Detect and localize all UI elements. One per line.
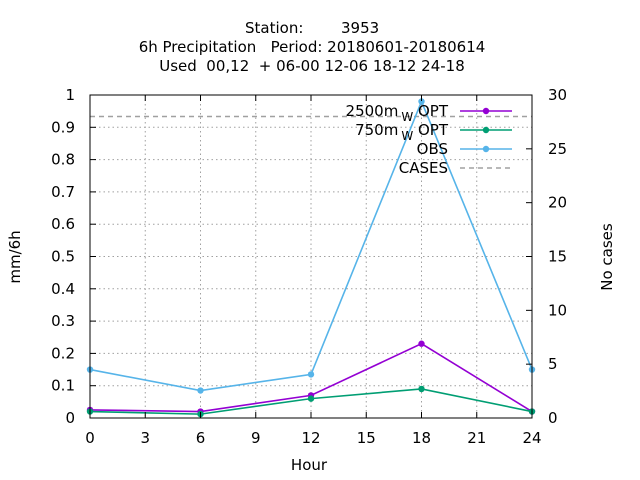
y-tick-label: 0.1 [51, 377, 75, 395]
x-tick-label: 15 [357, 429, 376, 447]
y2-axis-ticks: 0 5 10 15 20 25 30 [526, 86, 567, 427]
x-tick-label: 24 [522, 429, 541, 447]
legend-label-cases: CASES [399, 159, 448, 177]
series-point [197, 387, 204, 394]
x-tick-label: 18 [412, 429, 431, 447]
series-point [307, 371, 315, 378]
series-750m [86, 385, 536, 418]
y2-tick-label: 20 [548, 194, 567, 212]
x-tick-label: 0 [85, 429, 95, 447]
legend-label-2500m: 2500m W OPT [346, 102, 449, 124]
legend-sample-point [482, 107, 490, 115]
y2-tick-label: 0 [548, 409, 558, 427]
x-tick-label: 3 [140, 429, 150, 447]
chart-title: Station: 3953 6h Precipitation Period: 2… [139, 19, 486, 75]
y2-tick-label: 10 [548, 301, 567, 319]
y-tick-label: 0 [65, 409, 75, 427]
legend-sample-point [482, 145, 490, 153]
grid [90, 95, 532, 418]
y-tick-label: 0.3 [51, 312, 75, 330]
legend-label-750m: 750m W OPT [355, 121, 449, 143]
title-station-label: Station: [245, 19, 303, 37]
y2-tick-label: 25 [548, 140, 567, 158]
y2-axis-label: No cases [598, 223, 616, 291]
y-tick-label: 0.6 [51, 215, 75, 233]
series-obs [86, 98, 536, 394]
title-line-2: 6h Precipitation Period: 20180601-201806… [139, 38, 486, 56]
title-station-id: 3953 [341, 19, 379, 37]
x-tick-label: 9 [251, 429, 261, 447]
series-point [418, 385, 425, 393]
y-axis-ticks: 0 0.1 0.2 0.3 0.4 0.5 0.6 0.7 0.8 0.9 1 [51, 86, 96, 427]
y2-tick-label: 5 [548, 355, 558, 373]
x-tick-label: 6 [196, 429, 206, 447]
y-tick-label: 0.7 [51, 183, 75, 201]
legend-sample-point [482, 126, 490, 134]
legend-label-obs: OBS [417, 140, 448, 158]
y-tick-label: 0.5 [51, 248, 75, 266]
x-tick-label: 21 [467, 429, 486, 447]
y-tick-label: 0.9 [51, 118, 75, 136]
series-point [418, 340, 425, 347]
y2-tick-label: 15 [548, 248, 567, 266]
y-tick-label: 0.4 [51, 280, 75, 298]
y-tick-label: 0.8 [51, 151, 75, 169]
y-tick-label: 0.2 [51, 344, 75, 362]
x-tick-label: 12 [301, 429, 320, 447]
title-line-3: Used 00,12 + 06-00 12-06 18-12 24-18 [159, 57, 465, 75]
x-axis-ticks: 0 3 6 9 12 15 18 21 24 [85, 95, 542, 447]
x-axis-label: Hour [291, 456, 328, 474]
series-layer [86, 98, 536, 418]
y-tick-label: 1 [65, 86, 75, 104]
series-point [307, 395, 315, 402]
series-point [418, 98, 425, 105]
y2-tick-label: 30 [548, 86, 567, 104]
y-axis-label: mm/6h [6, 230, 24, 283]
